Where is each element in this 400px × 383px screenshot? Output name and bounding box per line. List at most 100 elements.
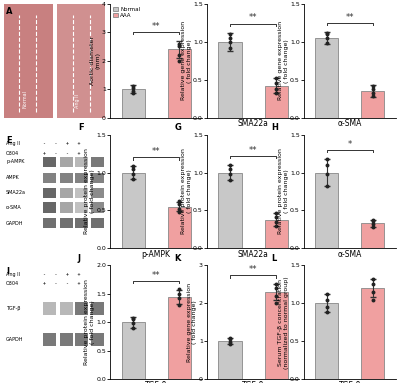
Point [324,40,330,46]
Text: Ang II: Ang II [75,94,80,108]
Point [130,164,136,170]
Bar [75,332,88,346]
X-axis label: α-SMA: α-SMA [338,250,362,259]
Point [273,293,279,299]
Y-axis label: Relative gene expression
( fold change): Relative gene expression ( fold change) [181,21,192,100]
Point [273,86,279,92]
Point [130,325,136,331]
Text: **: ** [152,147,160,156]
Bar [75,188,88,198]
Text: F: F [78,123,84,133]
Point [370,224,376,230]
Bar [91,218,104,229]
Bar [91,302,104,316]
Bar [362,91,384,118]
Text: *: * [348,140,352,149]
Point [176,43,182,49]
Bar [75,218,88,229]
Text: p-AMPK: p-AMPK [6,159,24,164]
Bar [60,188,73,198]
Point [176,209,182,215]
Bar [218,42,242,118]
Text: **: ** [346,13,354,22]
Bar [60,332,73,346]
Bar [42,188,56,198]
Bar [75,173,88,183]
Point [324,309,330,316]
Point [324,29,330,36]
Text: **: ** [249,265,257,274]
Bar [91,157,104,167]
Text: H: H [272,123,278,133]
Point [324,162,330,168]
Point [273,213,279,219]
Point [130,87,136,93]
Point [273,75,279,81]
X-axis label: TGF-β: TGF-β [242,381,264,383]
Bar [60,218,73,229]
Point [273,223,279,229]
Bar [60,202,73,213]
Bar [75,302,88,316]
Point [273,219,279,225]
Text: O304: O304 [6,151,19,155]
Text: A: A [6,7,12,16]
Point [176,291,182,297]
Text: B: B [78,0,84,2]
Text: G: G [175,123,182,133]
Point [130,175,136,182]
Text: **: ** [152,21,160,31]
Point [130,315,136,321]
Point [324,304,330,310]
Point [273,210,279,216]
Point [370,289,376,295]
Text: α-SMA: α-SMA [6,205,22,210]
X-axis label: SMA22a: SMA22a [238,250,268,259]
Bar [218,173,242,248]
Bar [362,288,384,379]
Y-axis label: Relative protein expression
( fold change): Relative protein expression ( fold chang… [84,149,95,234]
Point [227,336,233,342]
Bar [122,173,145,248]
Point [370,90,376,97]
Point [273,282,279,288]
Point [370,282,376,288]
Bar [60,173,73,183]
Bar [315,173,338,248]
Text: Ang II: Ang II [6,272,20,277]
Bar [264,86,288,118]
Bar [122,89,145,118]
Point [227,31,233,37]
Point [273,80,279,87]
Bar [168,49,191,118]
Point [130,166,136,172]
Bar [75,157,88,167]
Text: D: D [272,0,278,2]
Point [227,162,233,168]
Text: **: ** [152,271,160,280]
Text: K: K [175,254,181,263]
Bar [42,157,56,167]
Point [324,171,330,177]
Y-axis label: Aortic diameter
(mm): Aortic diameter (mm) [90,36,100,85]
Point [370,296,376,303]
Text: E: E [6,136,12,145]
Point [176,52,182,58]
Text: Normal: Normal [22,90,27,108]
Point [370,218,376,224]
Point [324,31,330,37]
Bar [91,173,104,183]
Bar [315,38,338,118]
Point [370,216,376,223]
Y-axis label: Relative protein expression
( fold change): Relative protein expression ( fold chang… [84,279,95,365]
Bar [91,332,104,346]
Bar [91,202,104,213]
Point [227,335,233,341]
Bar [60,157,73,167]
Bar [218,341,242,379]
Point [176,57,182,64]
Bar [42,218,56,229]
Y-axis label: Relative protein expression
( fold change): Relative protein expression ( fold chang… [278,149,288,234]
Text: Ang II: Ang II [6,141,20,146]
Bar [315,303,338,379]
